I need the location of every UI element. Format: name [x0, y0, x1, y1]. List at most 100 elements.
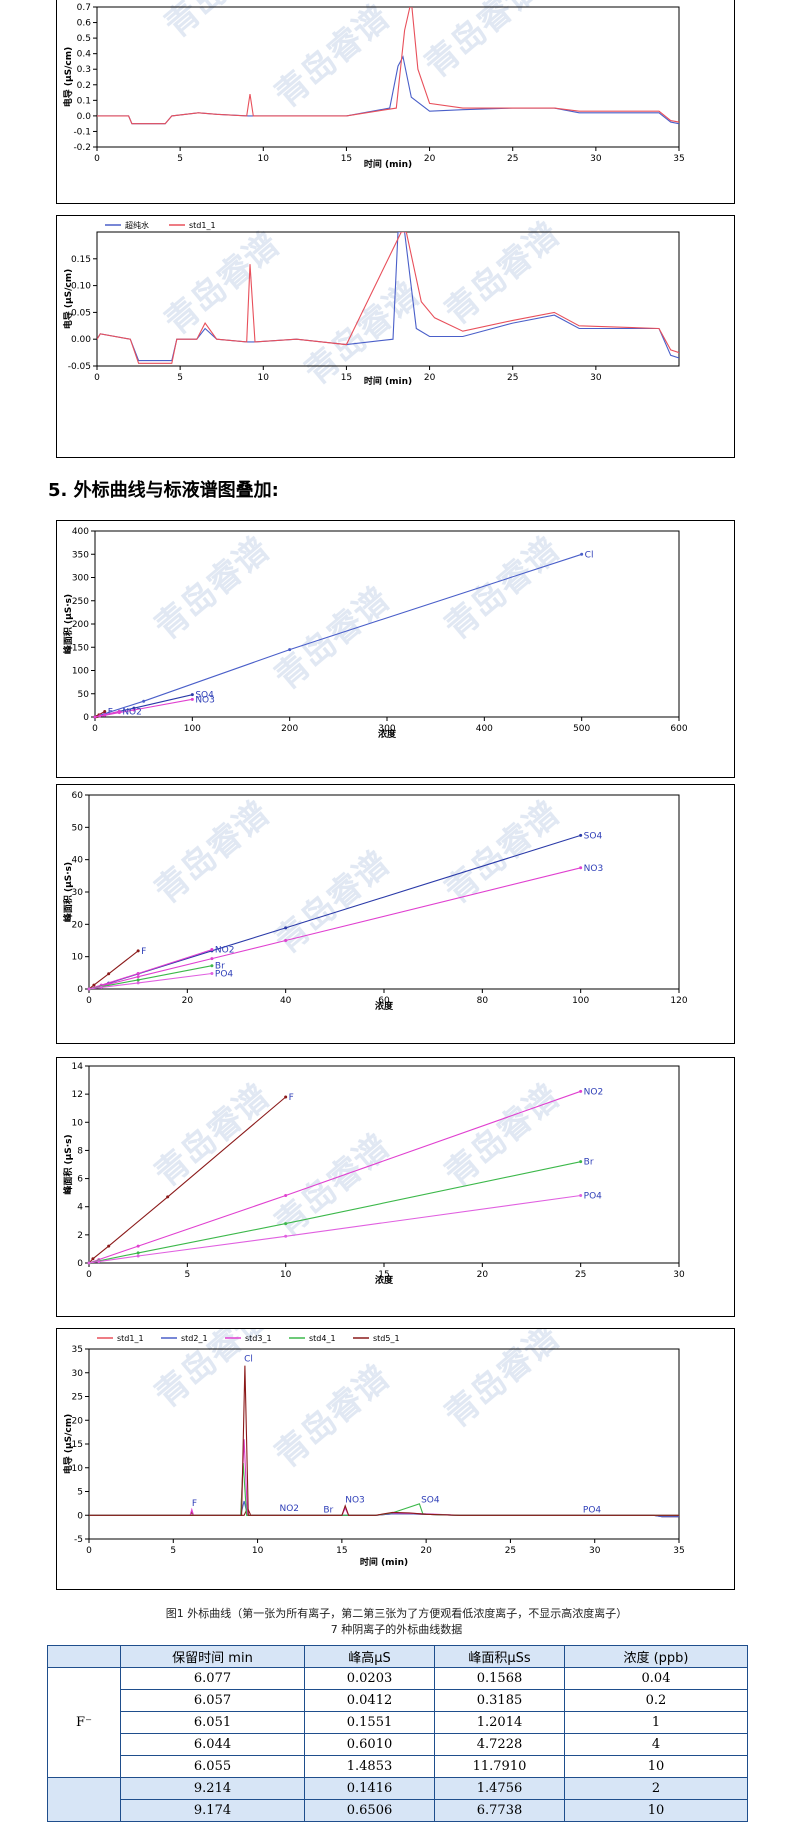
data-point [132, 708, 136, 712]
y-tick-label: 0.1 [77, 96, 91, 106]
y-tick-label: 0.6 [77, 19, 92, 29]
y-tick-label: 6 [77, 1175, 83, 1185]
header-cell [47, 1645, 121, 1668]
y-tick-label: 0 [77, 1259, 83, 1269]
table-cell: 6.055 [120, 1755, 305, 1778]
y-tick-label: 150 [72, 643, 89, 653]
x-tick-label: 300 [378, 724, 395, 734]
y-tick-label: -0.2 [73, 143, 91, 153]
y-tick-label: 25 [72, 1393, 83, 1403]
x-tick-label: 20 [182, 996, 194, 1006]
table-cell: 9.214 [120, 1777, 305, 1800]
data-point [92, 983, 96, 987]
table-header-row: 保留时间 min 峰高μS 峰面积μSs 浓度 (ppb) [47, 1645, 748, 1668]
series-end-label: NO2 [584, 1087, 604, 1097]
x-tick-label: 15 [341, 154, 352, 164]
header-cell: 峰高μS [304, 1645, 435, 1668]
legend-label: std4_1 [309, 1334, 336, 1343]
series-end-label: PO4 [215, 969, 234, 979]
x-tick-label: 30 [589, 1546, 601, 1556]
table-cell: 4 [564, 1733, 748, 1756]
legend-label: 超纯水 [125, 220, 149, 230]
calibration-data-table: 保留时间 min 峰高μS 峰面积μSs 浓度 (ppb) F⁻ 6.077 0… [47, 1645, 748, 1822]
table-row: 6.051 0.1551 1.2014 1 [48, 1711, 748, 1734]
data-point [97, 1260, 101, 1264]
plot-frame [96, 6, 680, 148]
header-cell: 保留时间 min [120, 1645, 305, 1668]
data-point [579, 1160, 583, 1164]
peak-label: SO4 [421, 1495, 440, 1505]
y-tick-label: 4 [77, 1203, 83, 1213]
x-tick-label: 600 [670, 724, 687, 734]
series-line [89, 1365, 679, 1516]
x-axis-title: 时间 (min) [364, 158, 412, 170]
y-tick-label: 0.00 [71, 335, 91, 345]
watermark-text: 青岛睿谱 [297, 275, 427, 393]
y-tick-label: 10 [72, 1118, 84, 1128]
y-axis-title: 峰面积 (μS·s) [62, 594, 74, 654]
watermark-text: 青岛睿谱 [437, 1077, 567, 1195]
chart-panel-5: 青岛睿谱 青岛睿谱 青岛睿谱 0 5 10 15 20 25 30 0 2 4 6 8 10 12 14 浓度 峰面积… [56, 1057, 735, 1317]
watermark-text: 青岛睿谱 [267, 844, 397, 962]
x-tick-label: 0 [86, 1270, 92, 1280]
x-tick-label: 120 [670, 996, 687, 1006]
x-tick-label: 0 [92, 724, 98, 734]
peak-label: PO4 [583, 1505, 602, 1515]
x-tick-label: 500 [573, 724, 590, 734]
legend-label: std3_1 [245, 1334, 272, 1343]
series-line [89, 950, 139, 989]
x-tick-label: 5 [184, 1270, 190, 1280]
table-cell: 6.044 [120, 1733, 305, 1756]
y-tick-label: 30 [72, 888, 84, 898]
series-line [97, 232, 679, 364]
watermark-text: 青岛睿谱 [147, 794, 277, 912]
table-cell: 6.077 [120, 1667, 305, 1690]
data-point [284, 926, 288, 930]
table-cell: 6.051 [120, 1711, 305, 1734]
x-axis-title: 浓度 [375, 1000, 394, 1012]
data-point [98, 714, 102, 718]
y-tick-label: 35 [72, 1345, 83, 1355]
table-caption: 7 种阴离子的外标曲线数据 [330, 1623, 463, 1636]
series-end-label: NO3 [195, 695, 215, 705]
series-end-label: SO4 [195, 691, 214, 701]
table-row: 6.044 0.6010 4.7228 4 [48, 1733, 748, 1756]
data-point [580, 552, 584, 556]
series-end-label: F [108, 708, 113, 718]
y-tick-label: 20 [72, 920, 84, 930]
chart-panel-1: 青岛睿谱青岛睿谱青岛睿谱05101520253035-0.2-0.10.00.1… [56, 0, 735, 204]
y-tick-label: 0.0 [77, 112, 92, 122]
data-point [136, 981, 140, 985]
y-tick-label: -5 [74, 1535, 83, 1545]
table-cell: 6.057 [120, 1689, 305, 1712]
table-cell: 11.7910 [434, 1755, 565, 1778]
x-tick-label: 25 [575, 1270, 586, 1280]
series-end-label: F [289, 1093, 294, 1103]
x-axis-title: 时间 (min) [360, 1556, 408, 1568]
data-point [210, 964, 214, 968]
y-tick-label: 0.2 [77, 81, 91, 91]
x-tick-label: 35 [673, 154, 684, 164]
y-tick-label: 0.05 [71, 308, 91, 318]
data-point [284, 1095, 288, 1099]
watermark-text: 青岛睿谱 [437, 1329, 567, 1436]
data-point [284, 1193, 288, 1197]
series-line [97, 7, 679, 125]
x-tick-label: 20 [477, 1270, 489, 1280]
table-cell: 0.6506 [304, 1799, 435, 1822]
table-cell: 1 [564, 1711, 748, 1734]
series-end-label: SO4 [584, 831, 603, 841]
x-tick-label: 5 [177, 373, 183, 383]
ion-label [47, 1777, 121, 1822]
x-tick-label: 15 [336, 1546, 347, 1556]
y-tick-label: -0.1 [73, 127, 91, 137]
data-point [190, 693, 194, 697]
chart-panel-2: 青岛睿谱 青岛睿谱 青岛睿谱 0 5 10 15 20 25 30 -0.05 0.00 0.05 0.1… [56, 215, 735, 458]
y-tick-label: 0.5 [77, 34, 91, 44]
x-axis-title: 浓度 [378, 728, 397, 740]
watermark-text: 青岛睿谱 [437, 530, 567, 648]
x-tick-label: 20 [424, 373, 436, 383]
watermark-text: 青岛睿谱 [437, 794, 567, 912]
x-tick-label: 10 [258, 373, 270, 383]
